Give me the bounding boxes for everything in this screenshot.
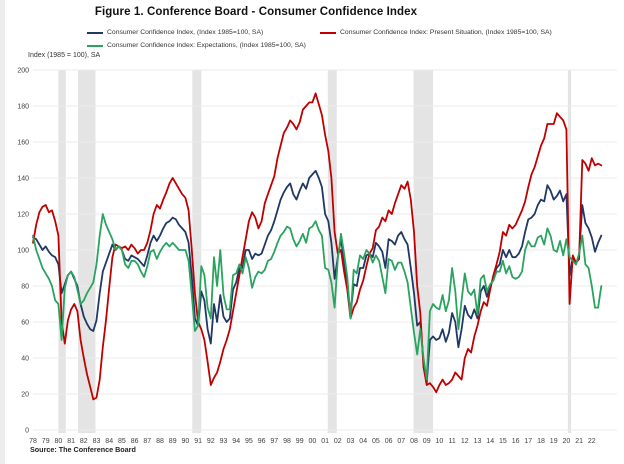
series-line-cci	[32, 169, 603, 385]
x-tick-label: 20	[563, 438, 571, 445]
x-tick-label: 09	[423, 438, 431, 445]
x-tick-label: 87	[143, 438, 151, 445]
y-tick-label: 180	[17, 104, 29, 111]
y-axis-title: Index (1985 = 100), SA	[28, 52, 101, 59]
x-tick-label: 79	[42, 438, 50, 445]
x-tick-label: 92	[207, 438, 215, 445]
recession-band	[58, 70, 66, 433]
legend-item-expectations: Consumer Confidence Index: Expectations,…	[87, 42, 306, 49]
window-edge-strip	[0, 0, 5, 464]
x-tick-label: 90	[182, 438, 190, 445]
x-tick-label: 82	[80, 438, 88, 445]
x-tick-label: 12	[461, 438, 469, 445]
x-tick-label: 83	[93, 438, 101, 445]
y-tick-label: 80	[21, 284, 29, 291]
x-tick-label: 84	[105, 438, 113, 445]
x-tick-label: 80	[55, 438, 63, 445]
x-tick-label: 97	[270, 438, 278, 445]
x-tick-label: 02	[334, 438, 342, 445]
x-tick-label: 19	[550, 438, 558, 445]
y-tick-label: 140	[17, 176, 29, 183]
x-tick-label: 81	[67, 438, 75, 445]
x-tick-label: 95	[245, 438, 253, 445]
y-tick-label: 120	[17, 212, 29, 219]
legend-label-cci: Consumer Confidence Index, (Index 1985=1…	[107, 29, 264, 36]
x-tick-label: 04	[359, 438, 367, 445]
x-tick-label: 15	[499, 438, 507, 445]
chart-title: Figure 1. Conference Board - Consumer Co…	[94, 6, 418, 18]
x-tick-label: 86	[131, 438, 139, 445]
x-tick-label: 08	[410, 438, 418, 445]
recession-band	[78, 70, 96, 433]
source-note: Source: The Conference Board	[30, 445, 136, 454]
x-tick-label: 13	[474, 438, 482, 445]
x-tick-label: 16	[512, 438, 520, 445]
x-tick-label: 94	[232, 438, 240, 445]
x-tick-label: 21	[575, 438, 583, 445]
y-tick-label: 40	[21, 356, 29, 363]
y-tick-label: 100	[17, 248, 29, 255]
x-tick-label: 01	[321, 438, 329, 445]
series-line-present-situation	[32, 92, 603, 401]
x-tick-label: 78	[29, 438, 37, 445]
x-tick-label: 91	[194, 438, 202, 445]
y-tick-label: 20	[21, 392, 29, 399]
x-tick-label: 99	[296, 438, 304, 445]
legend-label-present-situation: Consumer Confidence Index: Present Situa…	[340, 29, 552, 36]
series-line-expectations	[32, 213, 603, 381]
legend-label-expectations: Consumer Confidence Index: Expectations,…	[107, 42, 306, 49]
expectations-line-swatch	[87, 44, 103, 47]
x-tick-label: 85	[118, 438, 126, 445]
x-tick-label: 11	[448, 438, 455, 445]
x-tick-label: 00	[309, 438, 317, 445]
y-tick-label: 160	[17, 140, 29, 147]
x-tick-label: 96	[258, 438, 266, 445]
recession-band	[413, 70, 434, 433]
x-tick-label: 22	[588, 438, 596, 445]
x-tick-label: 89	[169, 438, 177, 445]
x-tick-label: 18	[537, 438, 545, 445]
x-tick-label: 05	[372, 438, 380, 445]
cci-line-swatch	[87, 31, 103, 34]
x-tick-label: 14	[486, 438, 494, 445]
x-tick-label: 93	[220, 438, 228, 445]
present-situation-line-swatch	[320, 31, 336, 34]
x-tick-label: 88	[156, 438, 164, 445]
recession-band	[192, 70, 202, 433]
y-tick-label: 200	[17, 68, 29, 75]
y-tick-label: 60	[21, 320, 29, 327]
x-tick-label: 17	[524, 438, 532, 445]
x-tick-label: 03	[347, 438, 355, 445]
x-tick-label: 07	[397, 438, 405, 445]
x-tick-label: 06	[385, 438, 393, 445]
y-tick-label: 0	[25, 428, 29, 435]
x-tick-label: 98	[283, 438, 291, 445]
legend-item-cci: Consumer Confidence Index, (Index 1985=1…	[87, 29, 263, 36]
legend-item-present-situation: Consumer Confidence Index: Present Situa…	[320, 29, 552, 36]
x-tick-label: 10	[436, 438, 444, 445]
